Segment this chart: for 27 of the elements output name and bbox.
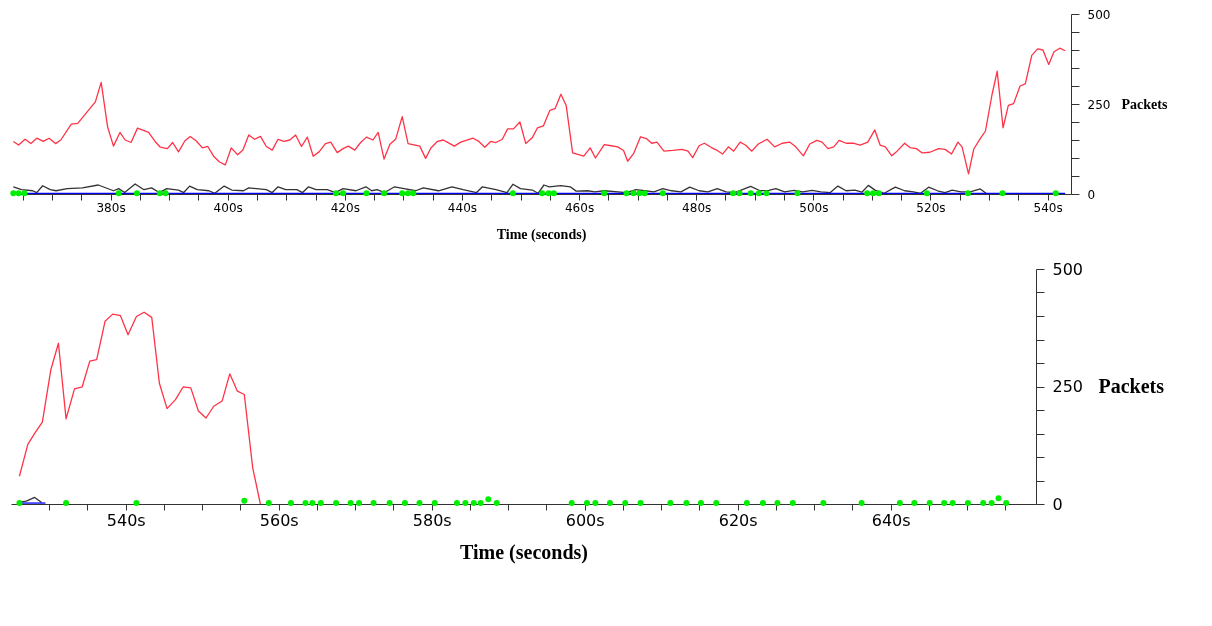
x-tick-label: 540s [106, 510, 146, 530]
x-tick-label: 540s [1033, 200, 1063, 215]
y-axis-title: Packets [1098, 375, 1165, 397]
x-tick-label: 640s [871, 510, 911, 530]
y-tick-label: 250 [1052, 377, 1084, 396]
line-series [12, 47, 1066, 175]
x-tick-label: 600s [565, 510, 605, 530]
x-tick-label: 440s [447, 200, 478, 215]
x-tick-label: 460s [564, 200, 595, 215]
x-tick-label: 480s [682, 200, 712, 215]
y-tick-label: 500 [1052, 259, 1084, 279]
x-tick-label: 380s [96, 200, 126, 215]
x-axis-title: Time (seconds) [496, 226, 587, 243]
y-axis-title: Packets [1121, 96, 1168, 112]
x-tick-label: 420s [330, 200, 360, 215]
x-axis-title: Time (seconds) [460, 540, 588, 564]
y-tick-label: 0 [1052, 494, 1063, 514]
y-tick-label: 250 [1087, 97, 1111, 112]
x-tick-label: 400s [213, 200, 243, 215]
y-tick-label: 500 [1087, 7, 1111, 22]
x-tick-label: 560s [259, 510, 299, 530]
line-series [18, 311, 262, 505]
x-tick-label: 580s [412, 510, 452, 530]
x-tick-label: 620s [718, 510, 758, 530]
x-tick-label: 500s [799, 200, 829, 215]
x-tick-label: 520s [916, 200, 946, 215]
y-tick-label: 0 [1087, 187, 1096, 202]
